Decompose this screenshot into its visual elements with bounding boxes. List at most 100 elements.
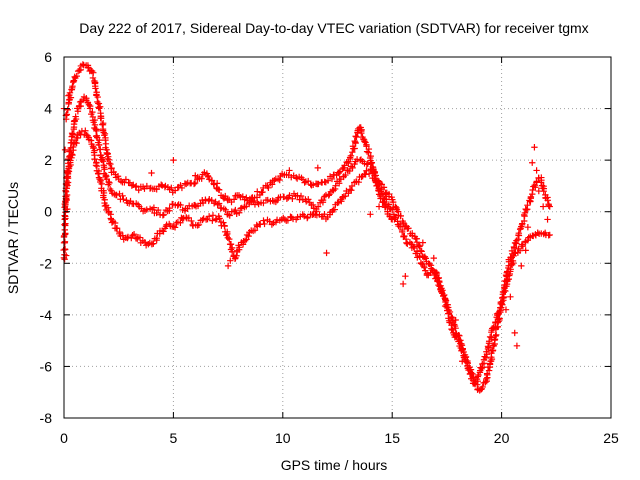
- data-point-marker: [380, 195, 387, 202]
- data-point-marker: [251, 227, 259, 234]
- data-point-marker: [85, 101, 93, 108]
- data-point-marker: [86, 105, 94, 112]
- data-point-marker: [400, 219, 407, 227]
- data-point-marker: [224, 234, 232, 242]
- data-point-marker: [498, 298, 506, 305]
- data-point-marker: [347, 152, 355, 160]
- data-point-marker: [519, 242, 527, 250]
- data-point-marker: [243, 194, 250, 201]
- data-point-marker: [309, 201, 317, 209]
- data-point-marker: [150, 204, 158, 211]
- data-point-marker: [367, 160, 374, 167]
- data-point-marker: [523, 206, 530, 214]
- data-point-marker: [103, 149, 110, 157]
- data-point-marker: [524, 223, 532, 231]
- data-point-marker: [113, 191, 120, 199]
- y-tick-label: -6: [40, 358, 53, 374]
- data-point-marker: [479, 383, 486, 391]
- data-point-marker: [236, 244, 243, 251]
- data-point-marker: [398, 228, 406, 236]
- data-point-marker: [209, 217, 216, 224]
- data-point-marker: [119, 192, 126, 200]
- data-point-marker: [347, 155, 354, 163]
- data-point-marker: [459, 358, 466, 365]
- data-point-marker: [70, 78, 77, 86]
- data-point-marker: [222, 206, 229, 214]
- data-point-marker: [462, 354, 469, 361]
- data-point-marker: [190, 180, 198, 188]
- data-point-marker: [227, 257, 234, 264]
- data-point-marker: [378, 190, 386, 198]
- data-point-marker: [365, 149, 372, 156]
- data-point-marker: [194, 222, 201, 229]
- data-point-marker: [546, 231, 553, 239]
- data-point-marker: [544, 197, 551, 204]
- data-point-marker: [221, 222, 228, 230]
- data-point-marker: [301, 179, 308, 186]
- data-point-marker: [546, 203, 553, 210]
- data-point-marker: [283, 195, 291, 202]
- data-point-marker: [63, 191, 71, 199]
- data-point-marker: [120, 196, 127, 203]
- data-point-marker: [98, 156, 106, 164]
- y-tick-label: 0: [44, 204, 52, 220]
- data-point-marker: [106, 179, 113, 187]
- data-point-marker: [482, 379, 489, 386]
- data-point-marker: [141, 238, 149, 246]
- data-point-marker: [105, 160, 113, 167]
- data-point-marker: [352, 139, 359, 147]
- data-point-marker: [92, 85, 99, 92]
- data-point-marker: [74, 108, 82, 115]
- data-point-marker: [69, 84, 76, 91]
- data-point-marker: [349, 148, 356, 156]
- data-point-marker: [533, 167, 540, 174]
- data-point-marker: [61, 246, 69, 253]
- data-point-marker: [325, 192, 332, 199]
- data-point-marker: [95, 105, 103, 112]
- data-point-marker: [531, 144, 538, 151]
- data-point-marker: [116, 228, 123, 236]
- data-point-marker: [346, 167, 353, 175]
- data-point-marker: [198, 175, 205, 182]
- data-point-marker: [399, 280, 407, 288]
- data-point-marker: [417, 247, 425, 254]
- data-point-marker: [437, 285, 444, 293]
- data-point-marker: [216, 215, 223, 222]
- data-point-marker: [430, 254, 437, 262]
- data-point-marker: [455, 338, 462, 345]
- data-point-marker: [415, 241, 422, 249]
- data-point-marker: [71, 139, 79, 146]
- x-tick-label: 5: [170, 430, 178, 446]
- data-point-marker: [507, 293, 514, 301]
- data-point-marker: [177, 219, 184, 226]
- data-point-marker: [342, 192, 349, 200]
- data-point-marker: [535, 187, 542, 195]
- data-point-marker: [220, 219, 227, 226]
- data-point-marker: [170, 223, 177, 230]
- data-point-marker: [441, 302, 449, 310]
- x-tick-label: 15: [384, 430, 400, 446]
- data-point-marker: [522, 247, 529, 254]
- data-point-marker: [286, 167, 293, 174]
- data-point-marker: [496, 316, 503, 324]
- data-point-marker: [84, 64, 92, 71]
- data-point-marker: [63, 177, 70, 185]
- data-point-marker: [487, 358, 494, 365]
- y-tick-label: 6: [44, 49, 52, 65]
- data-point-marker: [227, 240, 235, 248]
- data-point-marker: [226, 212, 233, 219]
- data-point-marker: [135, 186, 142, 194]
- data-point-marker: [545, 202, 553, 209]
- data-point-marker: [160, 228, 167, 235]
- data-point-marker: [529, 159, 536, 166]
- data-point-marker: [374, 181, 382, 189]
- data-point-marker: [72, 113, 79, 120]
- data-point-marker: [104, 153, 112, 160]
- data-point-marker: [130, 231, 138, 238]
- data-point-marker: [380, 184, 388, 191]
- data-point-marker: [368, 166, 375, 174]
- data-point-marker: [478, 365, 485, 372]
- data-point-marker: [339, 194, 346, 201]
- data-point-marker: [286, 192, 293, 199]
- data-point-marker: [482, 354, 490, 362]
